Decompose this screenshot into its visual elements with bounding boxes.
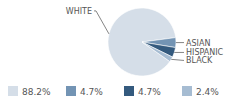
legend-swatch: [8, 86, 18, 96]
legend-label: 88.2%: [22, 87, 51, 97]
legend-swatch: [182, 86, 192, 96]
slice-label: WHITE: [66, 7, 92, 16]
legend-label: 4.7%: [80, 87, 103, 97]
leader-line: [174, 52, 184, 53]
slice-label: BLACK: [186, 56, 213, 65]
legend: 88.2% 4.7% 4.7% 2.4%: [8, 86, 219, 97]
pie-slice: [142, 42, 172, 62]
pie: [108, 8, 176, 76]
legend-label: 2.4%: [196, 87, 219, 97]
chart: WHITEASIANHISPANICBLACK88.2%4.7%4.7%2.4%: [0, 0, 240, 100]
legend-swatch: [66, 86, 76, 96]
pie-slice: [108, 8, 176, 76]
slice-label: ASIAN: [186, 39, 210, 48]
legend-swatch: [124, 86, 134, 96]
leader-line: [176, 42, 184, 43]
leader-line: [94, 11, 109, 34]
leader-line: [171, 59, 184, 60]
legend-label: 4.7%: [138, 87, 161, 97]
